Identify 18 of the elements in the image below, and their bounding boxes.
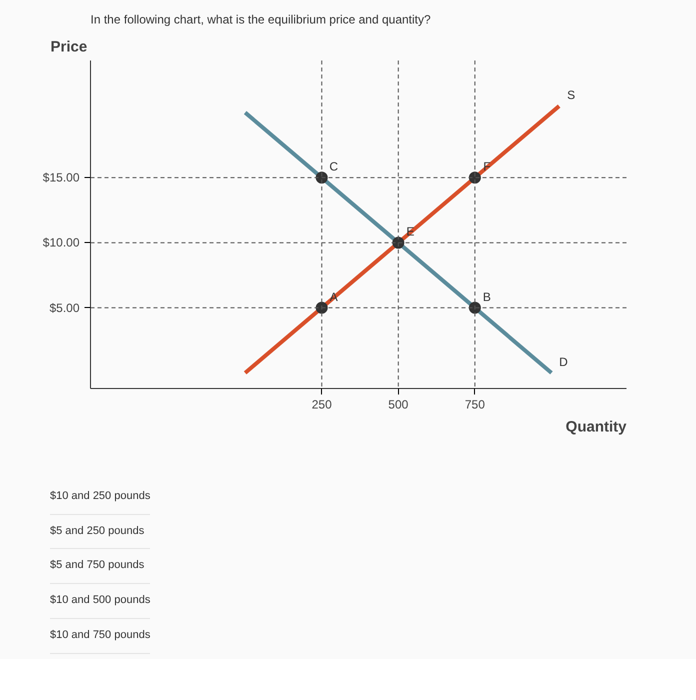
- text: $5 and 250 pounds: [50, 514, 150, 550]
- text: $10 and 250 pounds: [50, 480, 150, 515]
- chart-title: In the following chart, what is the equilibrium price and quantity?: [90, 12, 432, 26]
- annotation: C: [329, 160, 338, 174]
- y-tick-label: $10.00: [42, 236, 80, 250]
- y-tick-label: $5.00: [49, 300, 80, 315]
- y-axis-title: Price: [50, 38, 88, 56]
- x-tick-label: 500: [388, 398, 409, 412]
- text: $10 and 500 pounds: [50, 584, 150, 619]
- annotation: D: [559, 354, 568, 369]
- x-tick-label: 250: [312, 398, 332, 412]
- x-axis-title: Quantity: [566, 418, 628, 436]
- annotation: B: [482, 290, 491, 304]
- x-tick-label: 750: [464, 398, 486, 412]
- annotation: S: [567, 88, 576, 102]
- text: $10 and 750 pounds: [50, 618, 150, 654]
- text: $5 and 750 pounds: [50, 549, 150, 584]
- y-tick-label: $15.00: [42, 170, 80, 185]
